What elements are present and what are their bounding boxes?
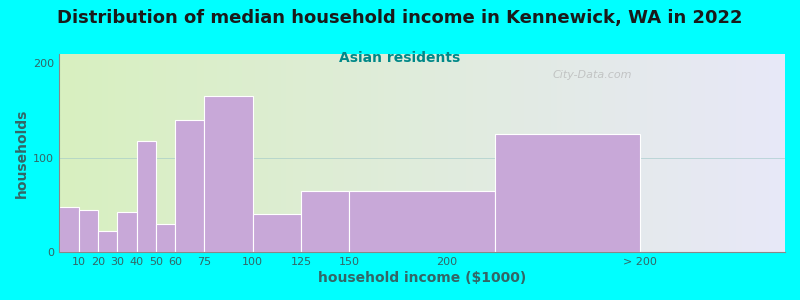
Bar bbox=[175, 120, 204, 252]
Text: Asian residents: Asian residents bbox=[339, 51, 461, 65]
Bar bbox=[204, 96, 253, 252]
Bar bbox=[253, 214, 301, 252]
X-axis label: household income ($1000): household income ($1000) bbox=[318, 271, 526, 285]
Bar bbox=[78, 209, 98, 252]
Bar bbox=[59, 207, 78, 252]
Text: City-Data.com: City-Data.com bbox=[553, 70, 632, 80]
Bar bbox=[301, 191, 350, 252]
Text: Distribution of median household income in Kennewick, WA in 2022: Distribution of median household income … bbox=[58, 9, 742, 27]
Y-axis label: households: households bbox=[15, 108, 29, 198]
Bar bbox=[350, 191, 494, 252]
Bar bbox=[494, 134, 640, 252]
Bar bbox=[156, 224, 175, 252]
Bar bbox=[118, 212, 137, 252]
Bar bbox=[137, 141, 156, 252]
Bar bbox=[98, 231, 118, 252]
